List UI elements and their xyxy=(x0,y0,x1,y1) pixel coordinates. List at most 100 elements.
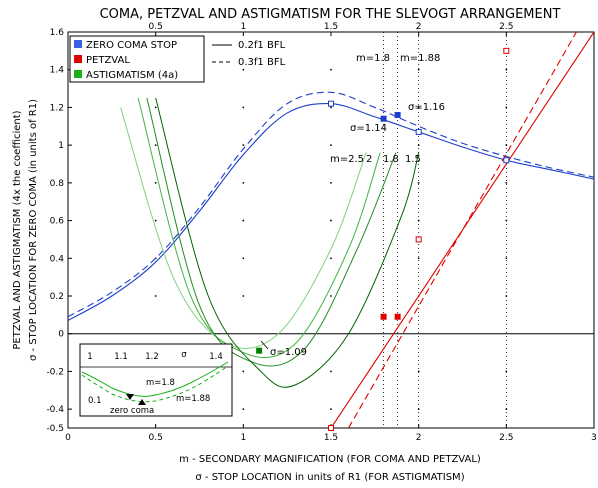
x-axis-label-2: σ - STOP LOCATION in units of R1 (FOR AS… xyxy=(195,472,464,483)
petzval-marker xyxy=(380,313,387,320)
y-tick-label: -0.2 xyxy=(46,367,64,377)
grid-dot xyxy=(505,144,508,147)
astigmatism-curve-m25 xyxy=(120,107,367,349)
y-axis-label: PETZVAL AND ASTIGMATISM (4x the coeffici… xyxy=(12,110,23,349)
legend-label-astigmatism: ASTIGMATISM (4a) xyxy=(86,70,178,81)
grid-dot xyxy=(242,408,245,411)
markers-group xyxy=(256,47,510,431)
grid-dot xyxy=(417,257,420,260)
grid-dot xyxy=(505,106,508,109)
top-tick-label: 2 xyxy=(416,22,422,32)
petzval-marker-open xyxy=(328,425,334,431)
legend: ZERO COMA STOP PETZVAL ASTIGMATISM (4a) … xyxy=(69,35,286,83)
x-tick-label: 1 xyxy=(240,433,246,443)
astigmatism-marker xyxy=(256,347,263,354)
series-line-petzval-dashed xyxy=(348,32,577,428)
grid-dot xyxy=(154,106,157,109)
grid-dot xyxy=(242,295,245,297)
inset-marker-up xyxy=(138,399,146,405)
grid-dot xyxy=(242,144,245,147)
inset-tick-sigma: σ xyxy=(181,350,187,360)
y-tick-label: 1.6 xyxy=(50,28,65,38)
grid-dot xyxy=(154,295,157,297)
inset-curve-dashed xyxy=(81,365,229,403)
label-m2: 2 xyxy=(366,154,372,165)
coma-marker-open xyxy=(503,157,510,164)
grid-dot xyxy=(417,144,420,147)
astigmatism-curve-m2 xyxy=(137,97,381,359)
grid-dot xyxy=(242,181,245,184)
inset-tick-11: 1.1 xyxy=(114,352,128,362)
x-axis-label: m - SECONDARY MAGNIFICATION (FOR COMA AN… xyxy=(179,454,481,465)
top-tick-label: 1.5 xyxy=(324,22,338,32)
inset: 1 1.1 1.2 σ 1.4 0.1 m=1.8 m=1.88 zero co… xyxy=(79,343,233,417)
top-axis: 0.5 1 1.5 2 2.5 xyxy=(149,22,513,36)
grid-dot xyxy=(417,370,420,373)
coma-marker-open xyxy=(415,128,422,135)
grid-dot xyxy=(330,295,332,297)
grid-dot xyxy=(330,257,332,260)
grid-dot xyxy=(330,144,332,147)
grid-dot xyxy=(505,408,508,411)
inset-marker-down xyxy=(126,394,134,400)
grid-dot xyxy=(330,106,332,109)
top-tick-label: 2.5 xyxy=(499,22,513,32)
y-tick-label: 0.2 xyxy=(50,292,64,302)
grid-dot xyxy=(154,144,157,147)
annotation-m188: m=1.88 xyxy=(400,53,440,64)
grid-dot xyxy=(242,106,245,109)
grid-dots xyxy=(154,68,508,411)
grid-dot xyxy=(330,219,332,222)
y-tick-label: 1.2 xyxy=(50,103,64,113)
legend-label-petzval: PETZVAL xyxy=(86,55,130,66)
y-tick-label: -0.4 xyxy=(46,405,64,415)
grid-dot xyxy=(330,68,332,71)
grid-dot xyxy=(417,106,420,109)
y-tick-label: 0 xyxy=(58,330,64,340)
inset-label-m18: m=1.8 xyxy=(146,378,175,388)
astigmatism-curve-m18 xyxy=(146,97,397,367)
grid-dot xyxy=(242,219,245,222)
coma-marker-open xyxy=(328,100,334,107)
inset-y-label: 0.1 xyxy=(88,396,102,406)
y-tick-label: 0.4 xyxy=(50,254,65,264)
inset-curve-solid xyxy=(81,361,229,397)
chart-title: COMA, PETZVAL AND ASTIGMATISM FOR THE SL… xyxy=(100,7,561,22)
inset-tick-12: 1.2 xyxy=(145,352,159,362)
x-tick-label: 3 xyxy=(591,433,597,443)
top-tick-label: 1 xyxy=(240,22,246,32)
annotation-sigma109: σ=1.09 xyxy=(270,347,307,358)
grid-dot xyxy=(417,181,420,184)
grid-dot xyxy=(505,68,508,71)
inset-tick-1: 1 xyxy=(87,352,92,362)
grid-dot xyxy=(417,408,420,411)
petzval-marker xyxy=(394,313,401,320)
y-tick-label: 0.8 xyxy=(50,179,65,189)
series-line-petzval-solid xyxy=(330,32,594,428)
astigmatism-group xyxy=(120,97,420,388)
legend-label-bfl-03: 0.3f1 BFL xyxy=(238,57,286,68)
y-tick-label: 1 xyxy=(58,141,64,151)
label-m25: m=2.5 xyxy=(330,154,364,165)
grid-dot xyxy=(505,181,508,184)
astigmatism-curve-m15 xyxy=(155,97,420,388)
x-tick-label: 2 xyxy=(416,433,422,443)
petzval-marker-open xyxy=(415,236,422,243)
annotation-sigma114: σ=1.14 xyxy=(350,123,387,134)
x-tick-label: 0 xyxy=(65,433,71,443)
y-axis: -0.5 -0.4 -0.2 0 0.2 0.4 0.6 0.8 1 1.2 1.4 1.6 xyxy=(46,28,72,434)
x-axis: 0 0.5 1 1.5 2 2.5 3 xyxy=(65,424,597,443)
inset-label-m188: m=1.88 xyxy=(176,394,210,404)
series-line-zero-coma-stop-dashed xyxy=(68,91,594,318)
grid-dot xyxy=(154,181,157,184)
grid-dot xyxy=(330,181,332,184)
grid-dot xyxy=(154,219,157,222)
legend-swatch-coma xyxy=(74,40,82,48)
y-tick-label: 0.6 xyxy=(50,217,65,227)
x-tick-label: 1.5 xyxy=(324,433,338,443)
legend-label-bfl-02: 0.2f1 BFL xyxy=(238,40,286,51)
coma-marker xyxy=(394,111,401,118)
grid-dot xyxy=(330,408,332,411)
x-tick-label: 2.5 xyxy=(499,433,513,443)
